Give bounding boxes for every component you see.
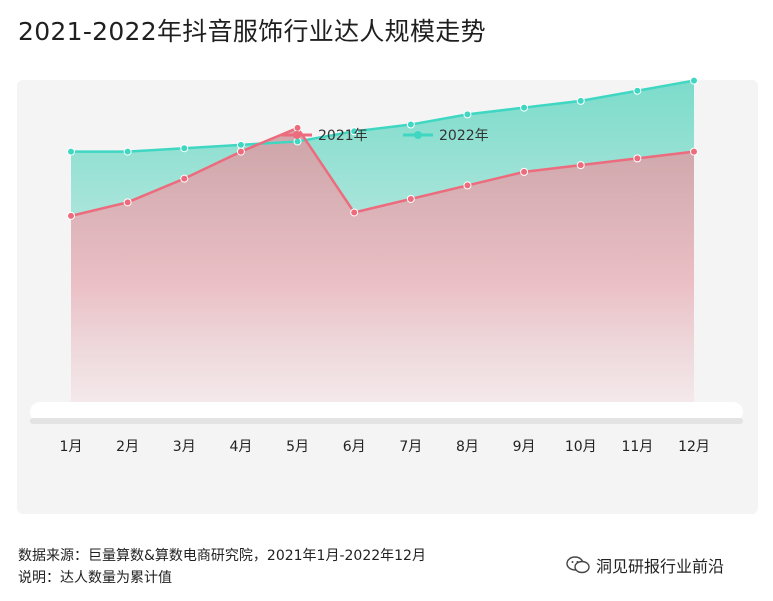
x-tick-label-4: 5月 [286,439,309,455]
data-point-0-3 [236,147,245,156]
x-tick-label-5: 6月 [343,439,366,455]
chart-title: 2021-2022年抖音服饰行业达人规模走势 [18,17,486,46]
brand-name: 洞见研报行业前沿 [596,557,725,576]
data-point-1-8 [520,103,529,112]
data-point-0-8 [520,167,529,176]
legend-label-0: 2021年 [318,128,368,144]
x-tick-label-1: 2月 [116,439,139,455]
data-point-0-6 [406,194,415,203]
data-point-1-0 [67,147,75,156]
series-line-0 [70,126,695,218]
data-point-1-1 [123,147,132,156]
data-point-1-2 [180,144,189,153]
x-tick-label-2: 3月 [173,439,196,455]
data-point-0-2 [180,174,189,183]
explanation-note: 说明：达人数量为累计值 [18,570,172,586]
x-tick-label-0: 1月 [60,439,83,455]
data-point-0-0 [67,211,75,220]
x-tick-label-3: 4月 [229,439,252,455]
data-point-0-11 [690,147,698,156]
legend-label-1: 2022年 [439,128,489,144]
x-tick-label-11: 12月 [678,439,710,455]
data-point-1-7 [463,110,472,119]
data-point-0-5 [350,208,359,217]
x-tick-label-8: 9月 [513,439,536,455]
baseline-bar [30,402,743,422]
data-point-1-6 [406,120,415,129]
data-point-1-9 [576,96,585,105]
data-point-0-4 [293,123,302,132]
x-tick-label-9: 10月 [565,439,597,455]
wechat-icon [566,556,590,574]
data-point-1-11 [690,76,698,85]
data-point-0-10 [633,154,642,163]
data-source-note: 数据来源：巨量算数&算数电商研究院，2021年1月-2022年12月 [18,548,426,564]
data-point-1-10 [633,86,642,95]
legend-marker-0 [293,131,301,139]
data-point-0-9 [576,161,585,170]
data-point-1-3 [236,140,245,149]
x-tick-label-6: 7月 [399,439,422,455]
brand-credit: 洞见研报行业前沿 [566,553,724,577]
data-point-1-5 [350,127,359,136]
x-tick-label-10: 11月 [621,439,653,455]
data-point-0-7 [463,181,472,190]
series-line-1 [71,79,695,153]
legend-marker-1 [414,131,422,139]
x-tick-label-7: 8月 [456,439,479,455]
data-point-0-1 [123,198,132,207]
data-point-1-4 [293,137,302,146]
area-fill-0 [71,127,694,412]
